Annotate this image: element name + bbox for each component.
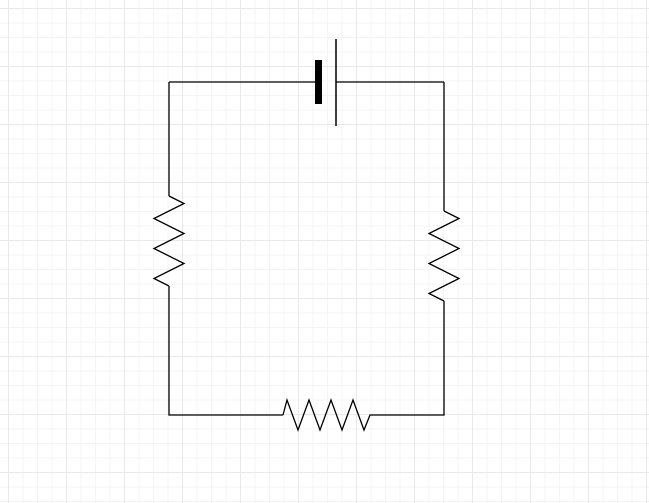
resistor-left: [152, 195, 186, 287]
wire-right-lower: [374, 301, 445, 416]
resistor-right: [427, 210, 461, 302]
resistor-bottom: [282, 397, 374, 432]
wires: [168, 81, 445, 416]
battery: [315, 39, 337, 126]
wire-left-lower: [168, 286, 283, 416]
